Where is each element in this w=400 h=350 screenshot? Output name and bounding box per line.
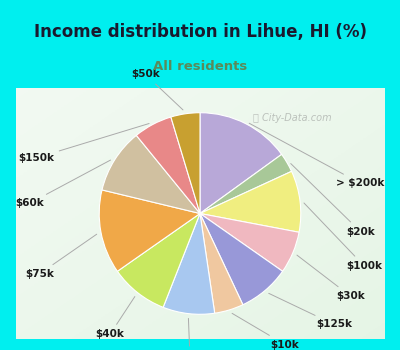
Text: $200k: $200k: [172, 318, 208, 350]
Wedge shape: [200, 214, 282, 305]
Text: Income distribution in Lihue, HI (%): Income distribution in Lihue, HI (%): [34, 22, 366, 41]
Wedge shape: [99, 190, 200, 271]
Wedge shape: [136, 117, 200, 214]
Text: All residents: All residents: [153, 60, 247, 73]
Text: $40k: $40k: [96, 296, 135, 340]
Text: $50k: $50k: [131, 69, 183, 110]
Wedge shape: [200, 214, 299, 271]
Text: > $200k: > $200k: [249, 123, 384, 188]
Wedge shape: [118, 214, 200, 307]
Text: $100k: $100k: [304, 203, 382, 271]
Text: $125k: $125k: [269, 293, 352, 329]
Text: $30k: $30k: [297, 255, 365, 301]
Wedge shape: [200, 113, 282, 214]
Text: ⓘ City-Data.com: ⓘ City-Data.com: [253, 113, 331, 123]
Text: $60k: $60k: [15, 160, 110, 208]
Wedge shape: [102, 135, 200, 214]
Wedge shape: [200, 214, 243, 313]
Wedge shape: [171, 113, 200, 214]
Wedge shape: [200, 172, 301, 232]
Text: $10k: $10k: [232, 313, 299, 350]
Text: $20k: $20k: [291, 163, 375, 237]
Wedge shape: [163, 214, 215, 314]
Text: $150k: $150k: [18, 124, 149, 163]
Text: $75k: $75k: [25, 234, 97, 279]
Wedge shape: [200, 154, 292, 214]
